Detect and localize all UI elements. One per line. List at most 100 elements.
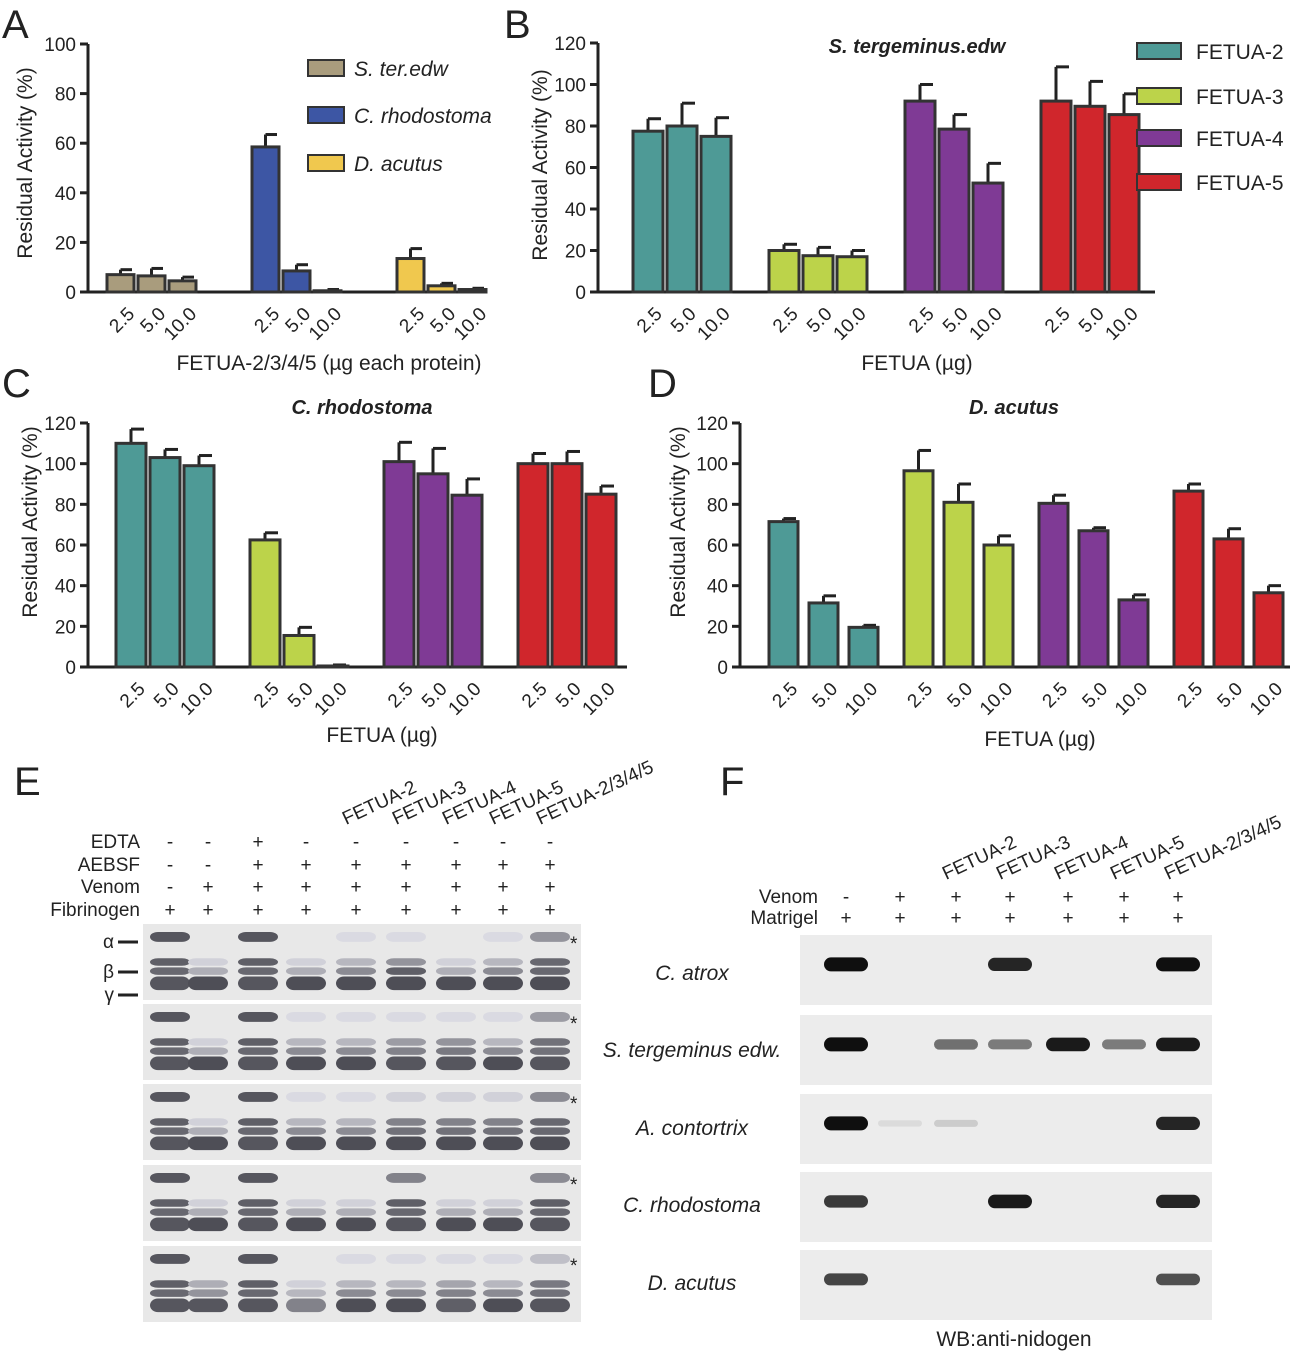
gel-e-band (188, 1208, 228, 1216)
chart-b-xtick-label: 10.0 (694, 304, 735, 345)
gel-e-mark: + (164, 900, 175, 921)
gel-e-band (150, 1011, 190, 1022)
gel-e-band (483, 1091, 523, 1102)
gel-f-row-label: Venom (759, 887, 818, 908)
gel-e-band (436, 1091, 476, 1102)
legend-b-swatch-4 (1136, 173, 1182, 191)
gel-e-band (150, 931, 190, 942)
chart-c-ytick-label: 40 (55, 577, 76, 598)
gel-e-band (150, 1172, 190, 1183)
gel-e-band (436, 1038, 476, 1046)
chart-a-xtick-label: 2.5 (251, 304, 285, 338)
gel-f-band (1156, 957, 1200, 972)
gel-e-band (336, 1056, 376, 1071)
gel-e-mark: + (400, 855, 411, 876)
gel-e-band (386, 1056, 426, 1071)
chart-c-ylabel: Residual Activity (%) (19, 426, 42, 617)
gel-e-band (436, 1011, 476, 1022)
chart-b-bar (1107, 113, 1141, 294)
legend-a-swatch-1 (307, 59, 345, 77)
chart-a-ylabel: Residual Activity (%) (14, 67, 37, 258)
gel-e-panel: * (143, 1084, 581, 1160)
gel-e-band (150, 976, 190, 991)
gel-e-chain-label: α (103, 932, 114, 953)
gel-f-species-label: C. rhodostoma (623, 1194, 761, 1217)
gel-e-band (530, 976, 570, 991)
gel-e-band (286, 1298, 326, 1313)
gel-e-band (150, 1038, 190, 1046)
gel-f-band (824, 1195, 868, 1208)
chart-d-bar (1077, 529, 1110, 669)
gel-e-band (483, 1136, 523, 1151)
chart-b-xtick-label: 10.0 (1102, 304, 1143, 345)
gel-f-row-label: Matrigel (750, 908, 818, 929)
gel-e-band (386, 1011, 426, 1022)
chart-d-xtick-label: 5.0 (1079, 679, 1113, 713)
gel-e-band (336, 1298, 376, 1313)
chart-d-bar (1212, 537, 1245, 669)
gel-f-band (1156, 1273, 1200, 1286)
legend-a-label-3: D. acutus (354, 153, 443, 176)
chart-b-bar (1073, 104, 1107, 294)
gel-f-mark: + (950, 887, 961, 908)
gel-e-band (188, 1056, 228, 1071)
chart-a-bar (136, 274, 167, 294)
gel-f-band (1156, 1116, 1200, 1130)
chart-b-xlabel: FETUA (µg) (861, 352, 972, 375)
chart-b-xtick-label: 10.0 (830, 304, 871, 345)
chart-d-bar (1172, 489, 1205, 669)
gel-e-band (150, 1280, 190, 1288)
gel-e-mark: + (497, 900, 508, 921)
gel-e-band (286, 1038, 326, 1046)
gel-e-band (386, 958, 426, 966)
gel-e-mark: + (202, 877, 213, 898)
gel-e-band (286, 1136, 326, 1151)
gel-f-blot-background (800, 1015, 1212, 1085)
gel-e-band (483, 1298, 523, 1313)
gel-e-band (188, 1280, 228, 1288)
gel-e-band (238, 967, 278, 975)
gel-e-mark: - (205, 855, 211, 876)
chart-b-xtick-label: 2.5 (1041, 304, 1075, 338)
gel-e-band (530, 958, 570, 966)
gel-e-row-label: Fibrinogen (50, 900, 140, 921)
gel-e-band (386, 1038, 426, 1046)
chart-b-bar (767, 249, 801, 294)
gel-e-band (238, 1280, 278, 1288)
gel-e-mark: + (252, 877, 263, 898)
chart-d-xtick-label: 2.5 (769, 679, 803, 713)
chart-b-ytick-label: 20 (565, 242, 586, 263)
gel-e-mark: + (544, 900, 555, 921)
chart-c-xtick-label: 2.5 (250, 679, 284, 713)
gel-e-band (483, 1056, 523, 1071)
gel-e-mark: + (450, 855, 461, 876)
gel-e-band (336, 1217, 376, 1232)
gel-e-band (286, 1011, 326, 1022)
gel-e-band (336, 931, 376, 942)
gel-e-band (336, 1038, 376, 1046)
gel-f-mark: + (1118, 908, 1129, 929)
gel-e-band (286, 1091, 326, 1102)
gel-e-band (530, 1011, 570, 1022)
gel-e-band (150, 1091, 190, 1102)
gel-e-band (436, 976, 476, 991)
gel-e-asterisk: * (570, 1175, 578, 1196)
gel-e-chain-label: γ (105, 985, 115, 1006)
chart-c-bar (550, 462, 584, 669)
gel-e-mark: + (252, 832, 263, 853)
gel-e-band (188, 1038, 228, 1046)
chart-c-xtick-label: 2.5 (116, 679, 150, 713)
gel-e-band (530, 1091, 570, 1102)
chart-b-ylabel: Residual Activity (%) (529, 69, 552, 260)
gel-e-mark: + (450, 877, 461, 898)
chart-b-ytick-label: 100 (554, 76, 586, 97)
gel-e-band (483, 1011, 523, 1022)
chart-a-xtick-label: 10.0 (160, 304, 201, 345)
chart-b-ytick-label: 120 (554, 34, 586, 55)
gel-e-band (286, 976, 326, 991)
gel-e-band (483, 1289, 523, 1297)
gel-f-band (824, 957, 868, 972)
gel-e-asterisk: * (570, 934, 578, 955)
gel-e-mark: + (300, 877, 311, 898)
